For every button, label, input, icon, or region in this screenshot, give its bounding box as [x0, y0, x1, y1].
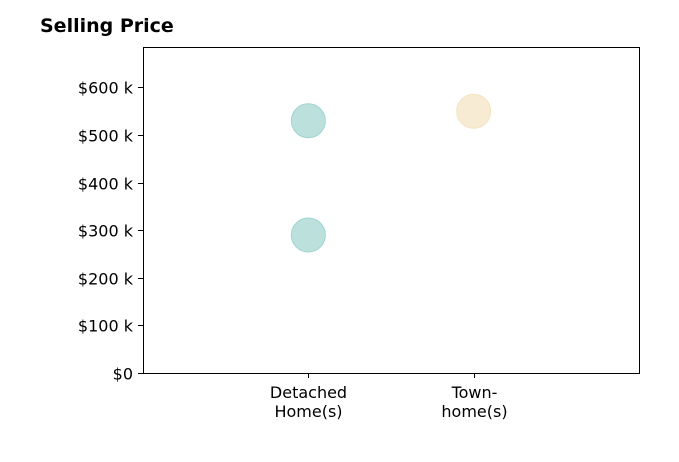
y-tick-label: $500 k [78, 127, 134, 146]
y-tick-label: $200 k [78, 270, 134, 289]
y-axis: $0 $100 k $200 k $300 k $400 k $500 k $600 k [78, 79, 143, 384]
x-tick-label: Detached [270, 383, 347, 402]
data-points [290, 93, 492, 253]
x-tick-label: home(s) [441, 402, 507, 421]
y-tick-label: $100 k [78, 317, 134, 336]
x-tick-label: Town- [451, 383, 498, 402]
data-point [290, 217, 326, 253]
y-tick-label: $400 k [78, 175, 134, 194]
y-tick-label: $300 k [78, 222, 134, 241]
chart-title: Selling Price [40, 15, 174, 37]
x-tick-label: Home(s) [274, 402, 342, 421]
plot-area-frame [143, 47, 640, 374]
data-point [456, 93, 492, 129]
y-tick-label: $600 k [78, 79, 134, 98]
y-tick-label: $0 [113, 365, 133, 384]
data-point [290, 103, 326, 139]
